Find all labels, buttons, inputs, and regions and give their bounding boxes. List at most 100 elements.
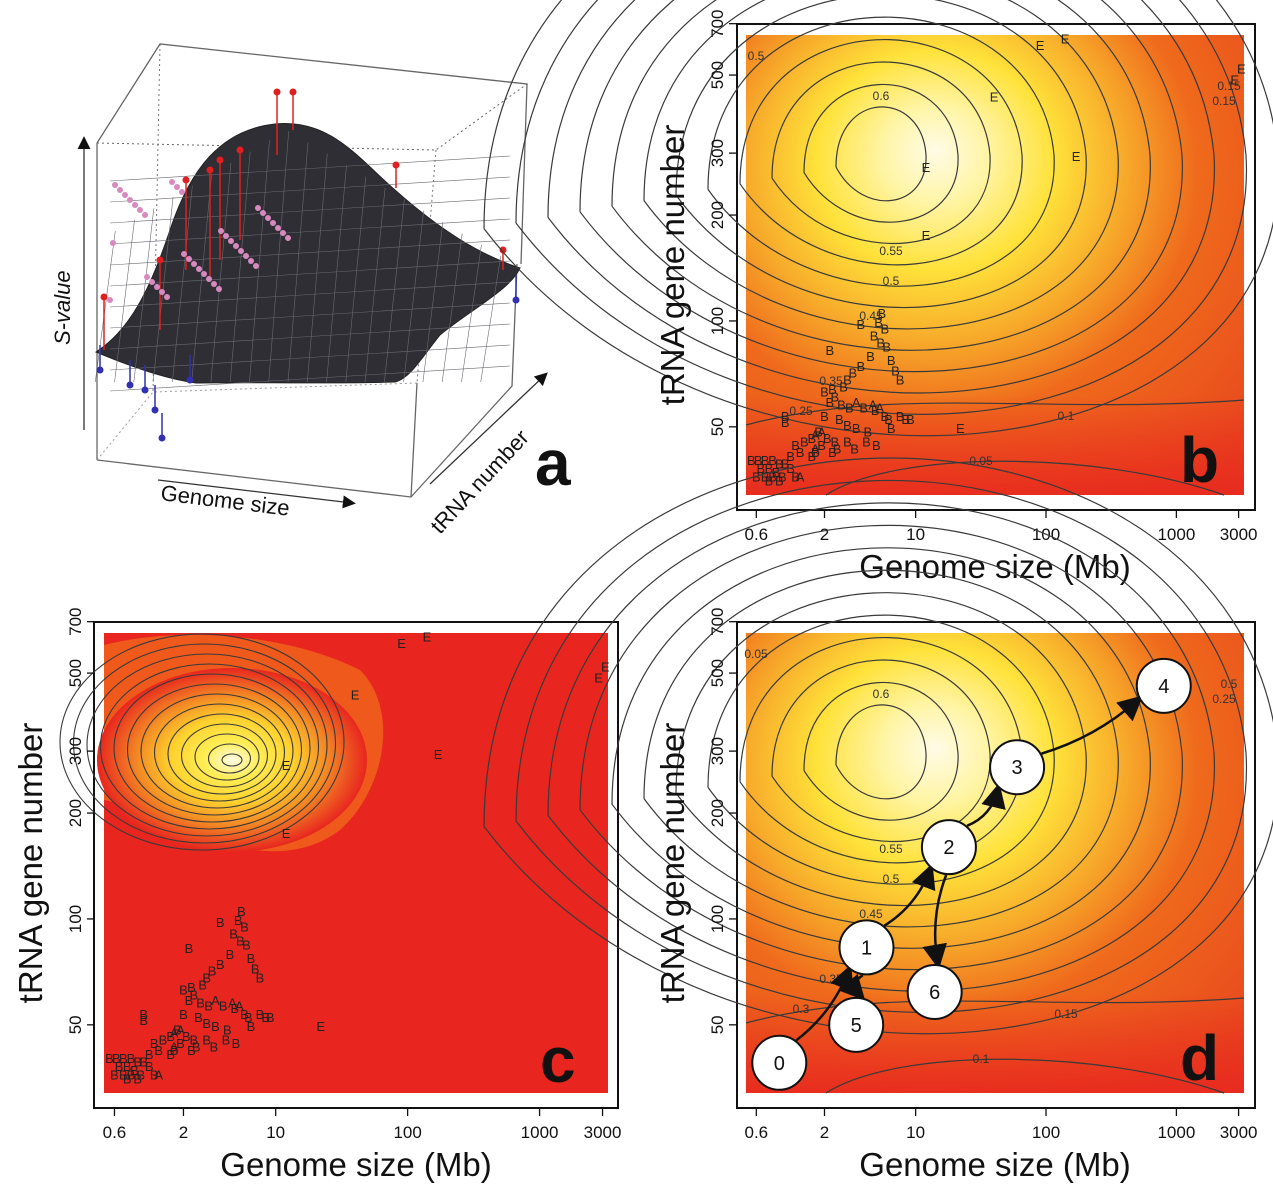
point-label: B <box>139 1007 148 1022</box>
point-label: A <box>176 1022 185 1037</box>
point-label: E <box>397 636 406 651</box>
point-label: B <box>185 993 194 1008</box>
mesh-line <box>287 142 309 383</box>
contour-line <box>675 592 1087 907</box>
mesh-line <box>384 199 405 383</box>
point-label: B <box>208 964 217 979</box>
point-label: B <box>852 421 861 436</box>
contour-label: 0.35 <box>819 374 843 388</box>
panel-label-c: c <box>540 1024 576 1096</box>
point-on-surface <box>255 205 261 211</box>
point-label: E <box>434 747 443 762</box>
point-label: B <box>130 1063 139 1078</box>
point-label: B <box>778 469 787 484</box>
point-label: B <box>166 1047 175 1062</box>
point-label: B <box>237 904 246 919</box>
point-label: B <box>166 1029 175 1044</box>
contour-line <box>745 399 1245 426</box>
point-label: B <box>781 409 790 424</box>
contour-label: 0.55 <box>879 842 903 856</box>
point-label: A <box>170 1026 179 1041</box>
point-below <box>158 434 166 442</box>
point-label: B <box>876 336 885 351</box>
point-label: B <box>850 441 859 456</box>
mesh-line <box>109 365 511 392</box>
point-label: B <box>190 988 199 1003</box>
contour-label: 0.25 <box>1212 692 1236 706</box>
point-label: B <box>127 1067 136 1082</box>
point-label: B <box>857 359 866 374</box>
contour-label: 0.6 <box>873 687 890 701</box>
point-above <box>392 161 400 169</box>
point-label: B <box>891 363 900 378</box>
point-label: E <box>1237 62 1246 77</box>
point-label: E <box>282 826 291 841</box>
contour-line <box>825 1058 1225 1094</box>
point-on-surface <box>253 263 259 269</box>
point-label: A <box>154 1067 163 1082</box>
point-label: B <box>202 1032 211 1047</box>
point-label: B <box>145 1047 154 1062</box>
mesh-line <box>422 222 444 383</box>
point-label: B <box>857 317 866 332</box>
contour-line <box>221 753 243 767</box>
point-label: B <box>830 390 839 405</box>
step-label: 5 <box>851 1015 862 1037</box>
mesh-line <box>109 239 511 266</box>
point-label: B <box>244 1010 253 1025</box>
point-label: B <box>173 1022 182 1037</box>
point-on-surface <box>142 212 148 218</box>
point-label: E <box>922 160 931 175</box>
s-value-surface <box>94 122 521 384</box>
step-circle <box>989 739 1046 796</box>
point-label: A <box>852 395 861 410</box>
point-label: B <box>170 1043 179 1058</box>
contour-label: 0.05 <box>969 454 993 468</box>
step-label: 4 <box>1158 676 1169 698</box>
step-label: 0 <box>774 1053 785 1075</box>
point-label: B <box>194 1010 203 1025</box>
heatmap-d-bottom <box>746 993 1244 1093</box>
point-label: E <box>1072 149 1081 164</box>
y-tick-label: 700 <box>708 9 727 37</box>
contour-label: 0.6 <box>873 89 890 103</box>
point-on-surface <box>223 233 229 239</box>
contour-line <box>207 743 252 774</box>
point-label: B <box>882 339 891 354</box>
point-label: B <box>154 1043 163 1058</box>
point-label: B <box>826 395 835 410</box>
point-label: B <box>791 469 800 484</box>
point-label: B <box>808 449 817 464</box>
x-tick-label: 3000 <box>584 1123 622 1142</box>
point-on-surface <box>248 258 254 264</box>
point-label: B <box>768 453 777 468</box>
point-label: B <box>843 372 852 387</box>
point-label: B <box>139 1013 148 1028</box>
point-label: B <box>845 400 854 415</box>
contour-label: 0.45 <box>859 309 883 323</box>
point-label: E <box>1230 73 1239 88</box>
mesh-line <box>326 165 347 383</box>
point-label: E <box>990 90 999 105</box>
point-label: B <box>190 1032 199 1047</box>
point-label: B <box>192 1039 201 1054</box>
point-label: B <box>817 438 826 453</box>
contour-label: 0.1 <box>973 1052 990 1066</box>
contour-line <box>113 673 311 823</box>
point-label: E <box>1061 31 1070 46</box>
contour-line <box>483 457 1273 1035</box>
mesh-line <box>114 219 135 383</box>
point-label: B <box>866 349 875 364</box>
point-label: B <box>223 1022 232 1037</box>
point-label: B <box>196 996 205 1011</box>
point-label: B <box>179 1007 188 1022</box>
contour-line <box>745 997 1245 1024</box>
point-label: B <box>234 913 243 928</box>
point-label: B <box>800 434 809 449</box>
x-tick-label: 100 <box>1032 1123 1060 1142</box>
contour-line <box>153 703 286 802</box>
point-on-surface <box>122 192 128 198</box>
y-axis-arrow <box>429 372 548 485</box>
point-label: B <box>871 403 880 418</box>
